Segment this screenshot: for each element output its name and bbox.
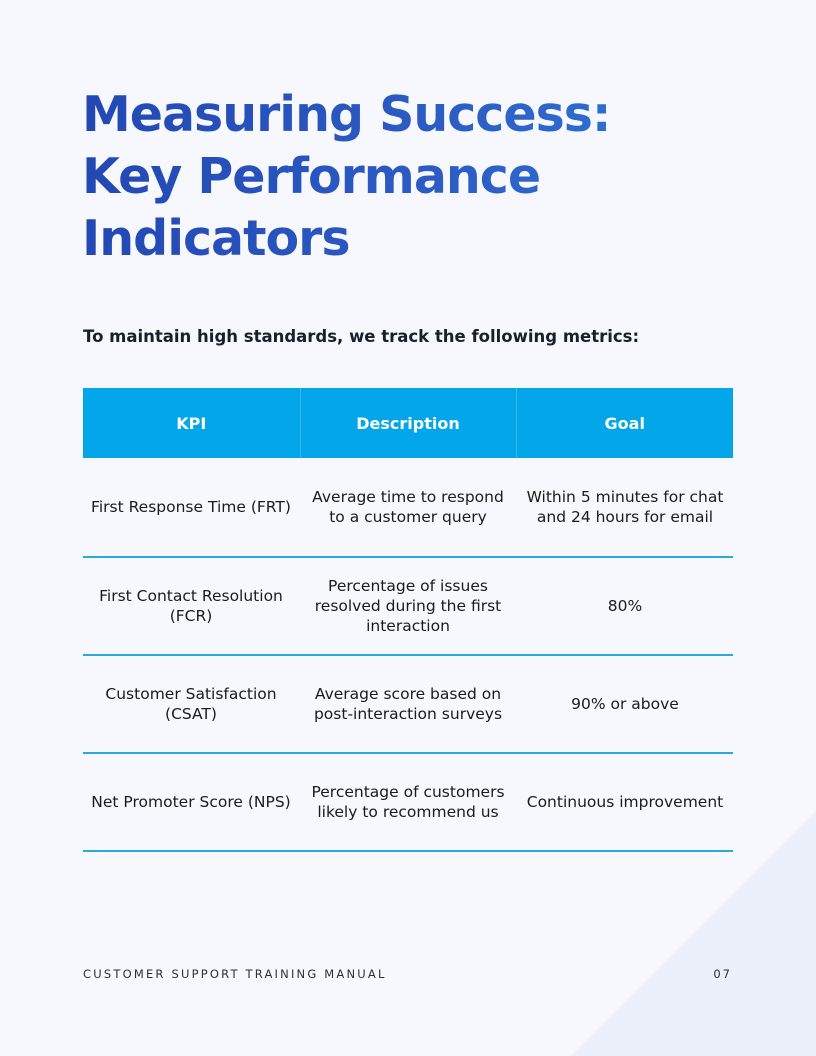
- kpi-cell: First Contact Resolution (FCR): [83, 557, 301, 656]
- kpi-cell: Customer Satisfaction (CSAT): [83, 655, 301, 754]
- goal-cell: 80%: [516, 557, 733, 656]
- corner-decoration: [571, 811, 816, 1056]
- description-cell: Average time to respond to a customer qu…: [300, 458, 517, 558]
- header-description: Description: [300, 388, 517, 458]
- description-cell: Average score based on post-interaction …: [300, 655, 517, 754]
- title-line-3: Indicators: [82, 210, 350, 267]
- description-cell: Percentage of issues resolved during the…: [300, 557, 517, 656]
- title-line-1: Measuring Success:: [82, 86, 611, 143]
- footer-manual-title: CUSTOMER SUPPORT TRAINING MANUAL: [83, 967, 387, 981]
- page-title: Measuring Success: Key Performance Indic…: [82, 84, 742, 270]
- table-row: Customer Satisfaction (CSAT) Average sco…: [83, 655, 733, 754]
- header-goal: Goal: [516, 388, 733, 458]
- kpi-cell: First Response Time (FRT): [83, 458, 301, 558]
- intro-text: To maintain high standards, we track the…: [83, 327, 640, 346]
- description-cell: Percentage of customers likely to recomm…: [300, 753, 517, 852]
- kpi-cell: Net Promoter Score (NPS): [83, 753, 301, 852]
- header-kpi: KPI: [83, 388, 301, 458]
- table-row: First Contact Resolution (FCR) Percentag…: [83, 557, 733, 656]
- goal-cell: Within 5 minutes for chat and 24 hours f…: [516, 458, 733, 558]
- kpi-table: KPI Description Goal First Response Time…: [83, 388, 733, 852]
- page-number: 07: [713, 967, 732, 981]
- table-row: Net Promoter Score (NPS) Percentage of c…: [83, 753, 733, 852]
- title-line-2: Key Performance: [82, 148, 541, 205]
- table-row: First Response Time (FRT) Average time t…: [83, 458, 733, 558]
- goal-cell: Continuous improvement: [516, 753, 733, 852]
- table-header-row: KPI Description Goal: [83, 388, 733, 458]
- goal-cell: 90% or above: [516, 655, 733, 754]
